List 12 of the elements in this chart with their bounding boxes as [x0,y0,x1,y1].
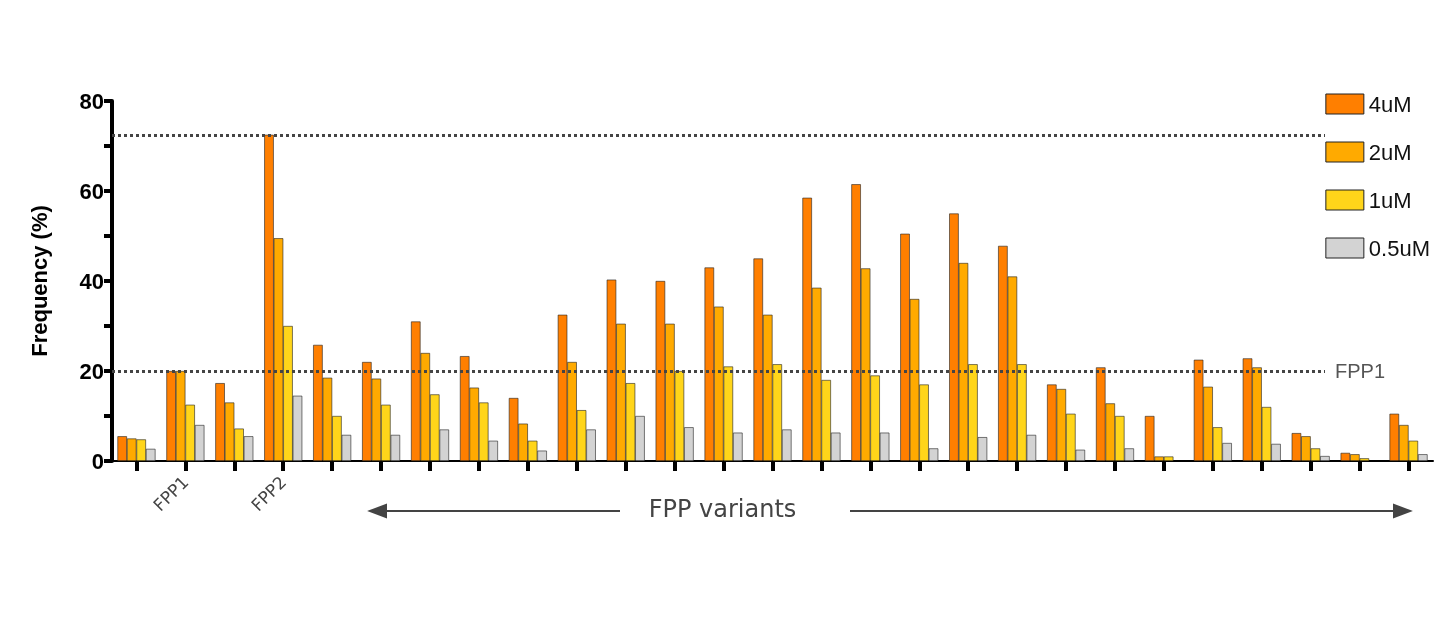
text: FPP variants [648,495,797,523]
legend-label: 0.5uM [1368,235,1431,261]
y-tick-label: 0 [91,448,104,474]
legend-label: 2uM [1368,139,1412,165]
y-tick-label: 80 [79,88,104,114]
y-axis-title: Frequency (%) [26,205,52,357]
legend-label: 1uM [1368,187,1412,213]
y-tick-label: 20 [79,358,104,384]
ref-line-label: FPP1 [1335,360,1386,382]
legend-label: 4uM [1368,91,1412,117]
y-tick-label: 40 [79,268,104,294]
y-tick-label: 60 [79,178,104,204]
